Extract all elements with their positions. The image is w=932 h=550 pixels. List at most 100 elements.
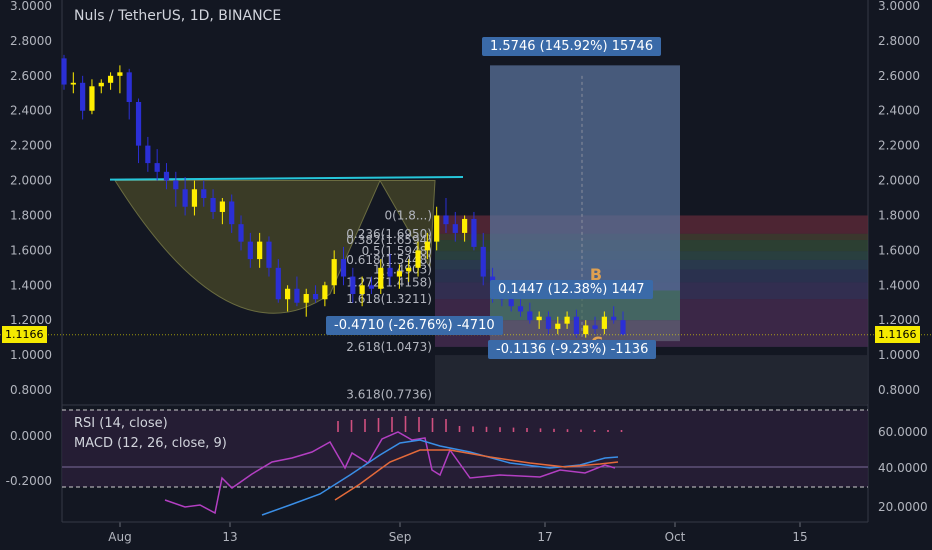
- y-tick-left: 1.8000: [10, 208, 52, 222]
- macd-tick: 0.0000: [10, 429, 52, 443]
- candle-body: [527, 311, 533, 321]
- candle-body: [443, 215, 449, 225]
- fib-label: 0(1.8...): [384, 208, 432, 222]
- y-tick-left: 2.0000: [10, 174, 52, 188]
- candle-body: [434, 215, 440, 242]
- candle-body: [462, 218, 468, 233]
- candle-body: [257, 241, 263, 260]
- candle-body: [396, 271, 402, 277]
- candle-body: [592, 325, 598, 329]
- candle-body: [98, 82, 104, 87]
- candle-body: [135, 102, 142, 146]
- candle-body: [80, 82, 86, 111]
- candle-body: [201, 189, 207, 198]
- fib-label: 1.272(1.4158): [346, 275, 432, 289]
- y-tick-right: 3.0000: [878, 0, 920, 13]
- rsi-line: [164, 431, 616, 515]
- cup-shape: [114, 179, 436, 314]
- chart-title: Nuls / TetherUS, 1D, BINANCE: [74, 8, 282, 24]
- fib-label: 0.5(1.5948): [362, 244, 432, 258]
- lower-zone: [435, 355, 868, 404]
- measure-box-top: 1.5746 (145.92%) 15746: [482, 37, 662, 56]
- candle-body: [471, 218, 477, 247]
- candle-body: [238, 224, 244, 242]
- candle-body: [611, 316, 617, 321]
- candle-body: [545, 316, 552, 329]
- candle-body: [163, 171, 170, 181]
- y-tick-right: 2.4000: [878, 104, 920, 118]
- y-tick-right: 2.0000: [878, 174, 920, 188]
- candle-body: [229, 201, 235, 225]
- x-tick-label: Oct: [665, 530, 686, 544]
- candle-body: [191, 189, 198, 207]
- y-tick-left: 2.6000: [10, 69, 52, 83]
- indicator-pane: [62, 409, 868, 516]
- candle-body: [555, 323, 561, 329]
- candle-body: [583, 325, 589, 335]
- rsi-band: [62, 410, 868, 487]
- candle-body: [61, 58, 67, 85]
- price-tag-right: 1.1166: [875, 326, 920, 343]
- candle-body: [415, 250, 421, 268]
- y-tick-left: 1.6000: [10, 243, 52, 257]
- candle-body: [620, 320, 626, 335]
- y-tick-left: 2.8000: [10, 34, 52, 48]
- candle-body: [247, 241, 253, 260]
- x-tick-label: 15: [792, 530, 807, 544]
- candle-body: [564, 316, 570, 324]
- candle-body: [368, 285, 375, 289]
- y-tick-right: 2.2000: [878, 139, 920, 153]
- candle-body: [508, 299, 514, 307]
- candle-body: [406, 267, 412, 272]
- candle-body: [89, 86, 95, 111]
- y-tick-left: 2.4000: [10, 104, 52, 118]
- candle-body: [424, 241, 430, 251]
- candle-body: [70, 82, 76, 85]
- macd-label: MACD (12, 26, close, 9): [74, 436, 227, 451]
- y-tick-left: 2.2000: [10, 139, 52, 153]
- measure-box-mid: 0.1447 (12.38%) 1447: [490, 280, 653, 299]
- measure-box-bottom: -0.1136 (-9.23%) -1136: [488, 340, 657, 359]
- candle-body: [219, 201, 225, 212]
- y-tick-right: 1.8000: [878, 208, 920, 222]
- y-tick-right: 1.6000: [878, 243, 920, 257]
- x-tick-label: 13: [222, 530, 237, 544]
- candle-body: [154, 163, 160, 172]
- y-tick-left: 1.0000: [10, 348, 52, 362]
- measure-box-left: -0.4710 (-26.76%) -4710: [326, 316, 503, 335]
- rsi-tick: 40.0000: [878, 461, 928, 475]
- candle-body: [387, 267, 393, 277]
- y-tick-right: 2.6000: [878, 69, 920, 83]
- candle-body: [303, 294, 309, 303]
- candle-body: [275, 267, 281, 300]
- price-tag-left: 1.1166: [2, 326, 47, 343]
- candle-body: [210, 198, 216, 212]
- candle-body: [517, 306, 524, 312]
- fib-label: 2.618(1.0473): [346, 340, 432, 354]
- x-tick-label: Aug: [108, 530, 131, 544]
- y-tick-left: 1.2000: [10, 313, 52, 327]
- y-tick-right: 2.8000: [878, 34, 920, 48]
- candle-body: [322, 285, 328, 300]
- candle-body: [294, 288, 300, 303]
- candle-body: [126, 72, 132, 102]
- rsi-tick: 20.0000: [878, 500, 928, 514]
- candle-body: [117, 72, 123, 76]
- candle-body: [536, 316, 542, 321]
- x-tick-label: Sep: [389, 530, 412, 544]
- pattern-label-b: B: [590, 265, 602, 284]
- x-tick-label: 17: [537, 530, 552, 544]
- y-tick-right: 1.4000: [878, 278, 920, 292]
- fib-label: 3.618(0.7736): [346, 388, 432, 402]
- resistance-line: [109, 176, 464, 181]
- candle-body: [378, 267, 384, 289]
- candle-body: [312, 294, 319, 300]
- candle-body: [182, 189, 188, 207]
- fib-label: 0.236(1.6950): [346, 227, 432, 241]
- candle-body: [350, 276, 356, 294]
- candles: [61, 54, 626, 338]
- candle-body: [340, 259, 347, 277]
- candle-body: [480, 246, 486, 277]
- candle-body: [107, 75, 114, 83]
